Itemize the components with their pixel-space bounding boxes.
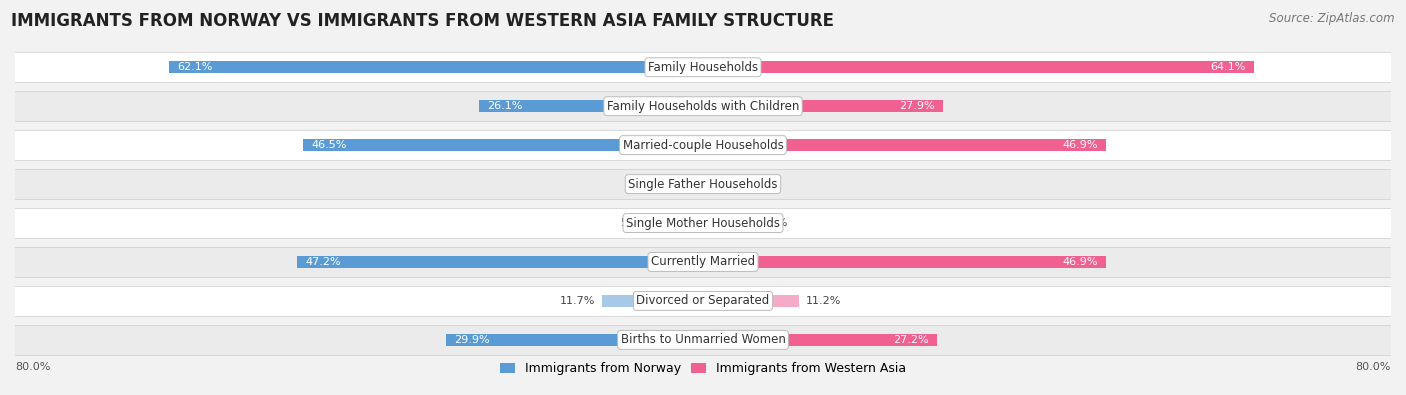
Text: 62.1%: 62.1%: [177, 62, 212, 72]
Text: 11.2%: 11.2%: [806, 296, 842, 306]
Bar: [169, 61, 703, 73]
Text: Source: ZipAtlas.com: Source: ZipAtlas.com: [1270, 12, 1395, 25]
Bar: [7, 53, 1399, 82]
Text: 47.2%: 47.2%: [305, 257, 342, 267]
Bar: [297, 256, 703, 268]
Bar: [703, 295, 800, 307]
Text: 46.9%: 46.9%: [1063, 140, 1098, 150]
Bar: [602, 295, 703, 307]
Bar: [703, 178, 721, 190]
Text: Divorced or Separated: Divorced or Separated: [637, 294, 769, 307]
Text: Married-couple Households: Married-couple Households: [623, 139, 783, 152]
Text: Family Households: Family Households: [648, 61, 758, 74]
Text: 5.7%: 5.7%: [759, 218, 787, 228]
Bar: [7, 208, 1399, 238]
Bar: [703, 217, 752, 229]
Text: 26.1%: 26.1%: [486, 101, 523, 111]
Text: 2.0%: 2.0%: [651, 179, 679, 189]
Bar: [703, 256, 1107, 268]
Text: 46.5%: 46.5%: [312, 140, 347, 150]
Text: 11.7%: 11.7%: [560, 296, 596, 306]
Bar: [446, 334, 703, 346]
Bar: [7, 169, 1399, 199]
Text: 29.9%: 29.9%: [454, 335, 491, 345]
Text: Currently Married: Currently Married: [651, 256, 755, 269]
Text: 27.9%: 27.9%: [898, 101, 935, 111]
Text: 5.6%: 5.6%: [620, 218, 648, 228]
Bar: [7, 325, 1399, 355]
Text: Single Mother Households: Single Mother Households: [626, 216, 780, 229]
Bar: [703, 334, 936, 346]
Bar: [7, 91, 1399, 121]
Bar: [655, 217, 703, 229]
Bar: [703, 139, 1107, 151]
Text: Family Households with Children: Family Households with Children: [607, 100, 799, 113]
Text: 80.0%: 80.0%: [15, 363, 51, 372]
Text: 64.1%: 64.1%: [1211, 62, 1246, 72]
Bar: [478, 100, 703, 113]
Text: 46.9%: 46.9%: [1063, 257, 1098, 267]
Bar: [686, 178, 703, 190]
Bar: [7, 247, 1399, 277]
Bar: [703, 100, 943, 113]
Text: 2.1%: 2.1%: [728, 179, 756, 189]
Legend: Immigrants from Norway, Immigrants from Western Asia: Immigrants from Norway, Immigrants from …: [495, 357, 911, 380]
Text: Single Father Households: Single Father Households: [628, 178, 778, 191]
Bar: [7, 130, 1399, 160]
Text: 80.0%: 80.0%: [1355, 363, 1391, 372]
Text: Births to Unmarried Women: Births to Unmarried Women: [620, 333, 786, 346]
Bar: [703, 61, 1254, 73]
Text: 27.2%: 27.2%: [893, 335, 928, 345]
Bar: [304, 139, 703, 151]
Bar: [7, 286, 1399, 316]
Text: IMMIGRANTS FROM NORWAY VS IMMIGRANTS FROM WESTERN ASIA FAMILY STRUCTURE: IMMIGRANTS FROM NORWAY VS IMMIGRANTS FRO…: [11, 12, 834, 30]
